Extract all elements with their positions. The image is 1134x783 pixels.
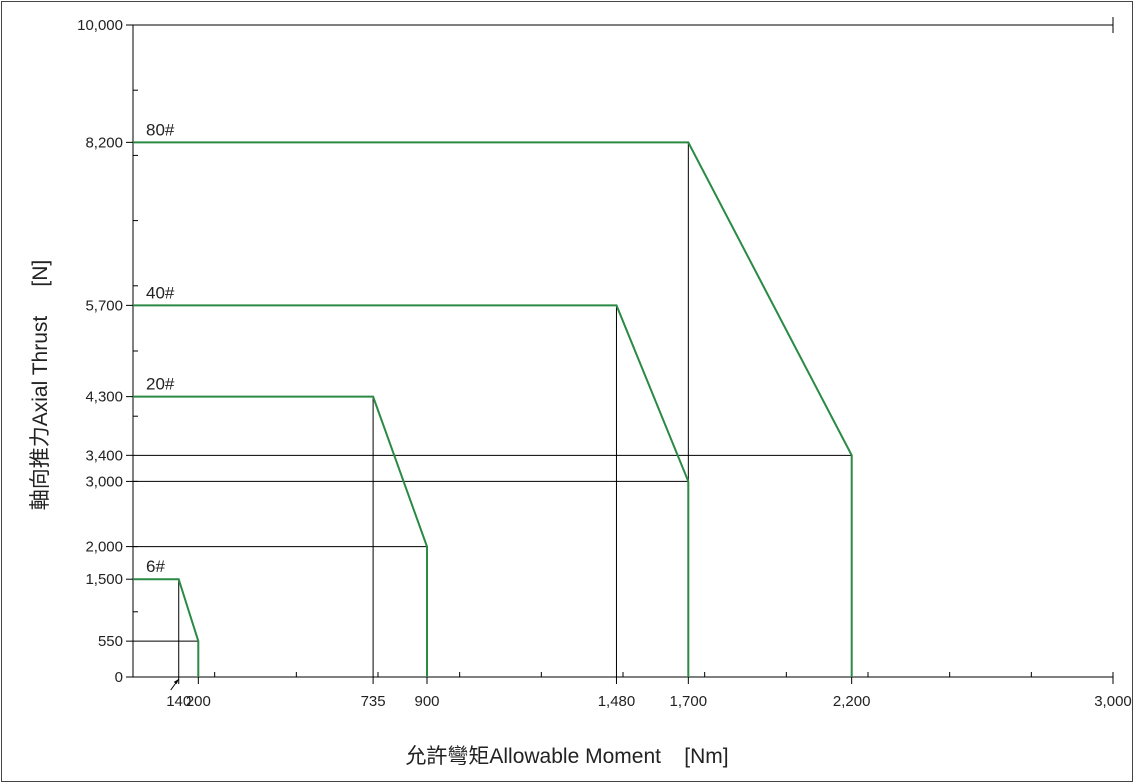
series-line-20 xyxy=(133,395,428,677)
y-tick-label: 0 xyxy=(115,669,123,686)
pointer-arrow-head xyxy=(173,679,179,684)
series-label-6: 6# xyxy=(146,557,165,576)
x-axis-title: 允許彎矩Allowable Moment [Nm] xyxy=(405,745,728,768)
y-tick-label: 1,500 xyxy=(85,571,123,588)
y-tick-label: 550 xyxy=(98,633,123,650)
y-tick-label: 5,700 xyxy=(85,297,123,314)
x-tick-label: 900 xyxy=(414,693,439,710)
x-tick-label: 200 xyxy=(186,693,211,710)
series-label-80: 80# xyxy=(146,120,175,139)
axes xyxy=(126,17,1114,691)
reference-lines xyxy=(133,142,852,677)
y-tick-label: 8,200 xyxy=(85,134,123,151)
x-tick-label: 735 xyxy=(361,693,386,710)
y-tick-label: 4,300 xyxy=(85,389,123,406)
y-tick-label: 2,000 xyxy=(85,539,123,556)
y-tick-label: 3,000 xyxy=(85,473,123,490)
series-line-40 xyxy=(133,304,690,677)
series-lines xyxy=(133,141,853,677)
series-label-40: 40# xyxy=(146,283,175,302)
y-tick-label: 3,400 xyxy=(85,447,123,464)
series-line-80 xyxy=(133,141,853,677)
y-axis-title: 軸向推力Axial Thrust [N] xyxy=(29,260,52,511)
x-tick-label: 140 xyxy=(166,693,191,710)
x-tick-label: 1,700 xyxy=(670,693,708,710)
series-label-20: 20# xyxy=(146,375,175,394)
y-tick-label: 10,000 xyxy=(77,17,123,34)
series-line-6 xyxy=(133,578,200,677)
x-tick-label: 2,200 xyxy=(833,693,871,710)
x-tick-label: 1,480 xyxy=(598,693,636,710)
x-tick-label: 3,000 xyxy=(1094,693,1132,710)
